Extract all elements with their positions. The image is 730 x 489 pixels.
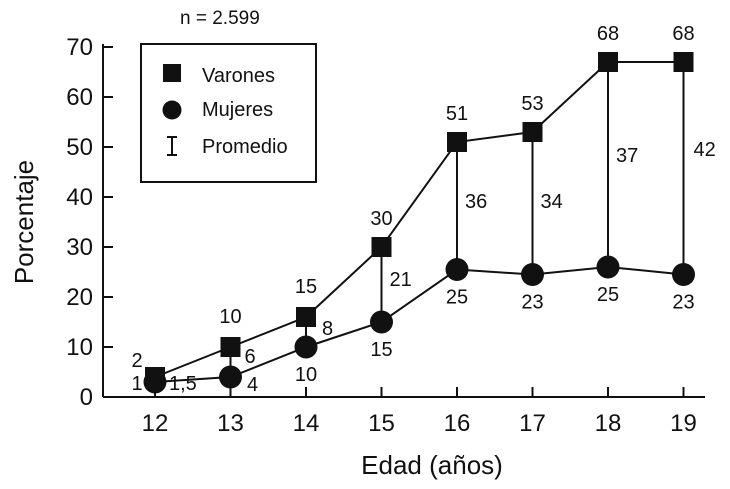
x-tick-label: 18 (595, 410, 622, 437)
x-tick-label: 14 (293, 410, 320, 437)
y-tick-label: 30 (66, 234, 93, 261)
data-label-promedio: 21 (390, 269, 412, 291)
y-tick-label: 40 (66, 184, 93, 211)
marker-mujeres (672, 263, 695, 286)
legend-circle-icon (162, 100, 182, 120)
data-label-promedio: 8 (322, 318, 333, 340)
data-label-mujeres: 15 (370, 339, 392, 361)
annotation-n: n = 2.599 (180, 8, 260, 29)
marker-mujeres (294, 335, 318, 359)
y-tick-label: 0 (80, 384, 93, 411)
y-tick-label: 60 (66, 84, 93, 111)
x-tick-label: 12 (142, 410, 169, 437)
marker-varones (522, 122, 543, 142)
series-lines (154, 61, 684, 383)
data-label-varones: 68 (597, 23, 619, 45)
promedio-lines (154, 62, 685, 382)
axes (102, 44, 705, 398)
data-label-varones: 53 (521, 93, 543, 115)
marker-mujeres (445, 258, 469, 281)
legend-label-mujeres: Mujeres (202, 99, 273, 121)
data-label-mujeres: 23 (521, 292, 543, 314)
marker-varones (598, 52, 618, 72)
data-label-mujeres: 10 (295, 364, 317, 386)
marker-mujeres (521, 263, 544, 286)
data-label-varones: 10 (219, 306, 241, 328)
y-tick-label: 20 (66, 284, 93, 311)
marker-mujeres (219, 365, 242, 389)
data-label-mujeres: 4 (247, 374, 258, 396)
marker-varones (673, 52, 694, 72)
marker-varones (296, 307, 316, 327)
marker-varones (447, 132, 467, 152)
x-tick-label: 19 (670, 410, 697, 437)
legend: Varones Mujeres Promedio (140, 43, 317, 183)
legend-label-promedio: Promedio (202, 136, 288, 158)
data-label-varones: 15 (295, 276, 317, 298)
x-tick-label: 15 (368, 410, 395, 437)
x-tick-label: 13 (217, 410, 244, 437)
x-ticks: 12 13 14 15 16 17 18 19 (142, 387, 697, 437)
marker-varones (220, 337, 241, 357)
legend-square-icon (163, 64, 181, 82)
markers (143, 52, 695, 394)
data-label-varones: 30 (370, 208, 392, 230)
marker-mujeres (143, 370, 167, 394)
marker-varones (371, 237, 392, 257)
data-label-promedio: 34 (541, 191, 563, 213)
marker-mujeres (370, 310, 393, 334)
data-label-promedio: 6 (245, 346, 256, 368)
data-label-promedio: 37 (616, 145, 638, 167)
y-ticks: 0 10 20 30 40 50 60 70 (66, 34, 113, 411)
data-label-mujeres: 25 (446, 287, 468, 309)
series-line-varones (154, 61, 684, 378)
legend-range-icon (167, 136, 177, 156)
data-label-varones: 68 (672, 23, 694, 45)
x-tick-label: 16 (444, 410, 471, 437)
y-axis-title: Porcentaje (9, 160, 39, 284)
marker-mujeres (596, 255, 620, 279)
y-tick-label: 10 (66, 334, 93, 361)
data-label-promedio: 1,5 (169, 373, 197, 395)
data-label-varones: 51 (446, 103, 468, 125)
x-axis-title: Edad (años) (361, 450, 503, 480)
data-label-promedio: 36 (465, 191, 487, 213)
data-label-mujeres: 23 (672, 292, 694, 314)
data-label-varones: 2 (131, 350, 142, 372)
data-label-promedio: 42 (694, 139, 716, 161)
data-label-mujeres: 1 (131, 373, 142, 395)
series-line-mujeres (154, 265, 684, 383)
x-tick-label: 17 (519, 410, 546, 437)
y-tick-label: 50 (66, 134, 93, 161)
data-label-mujeres: 25 (597, 284, 619, 306)
legend-label-varones: Varones (202, 65, 275, 87)
y-tick-label: 70 (66, 34, 93, 61)
